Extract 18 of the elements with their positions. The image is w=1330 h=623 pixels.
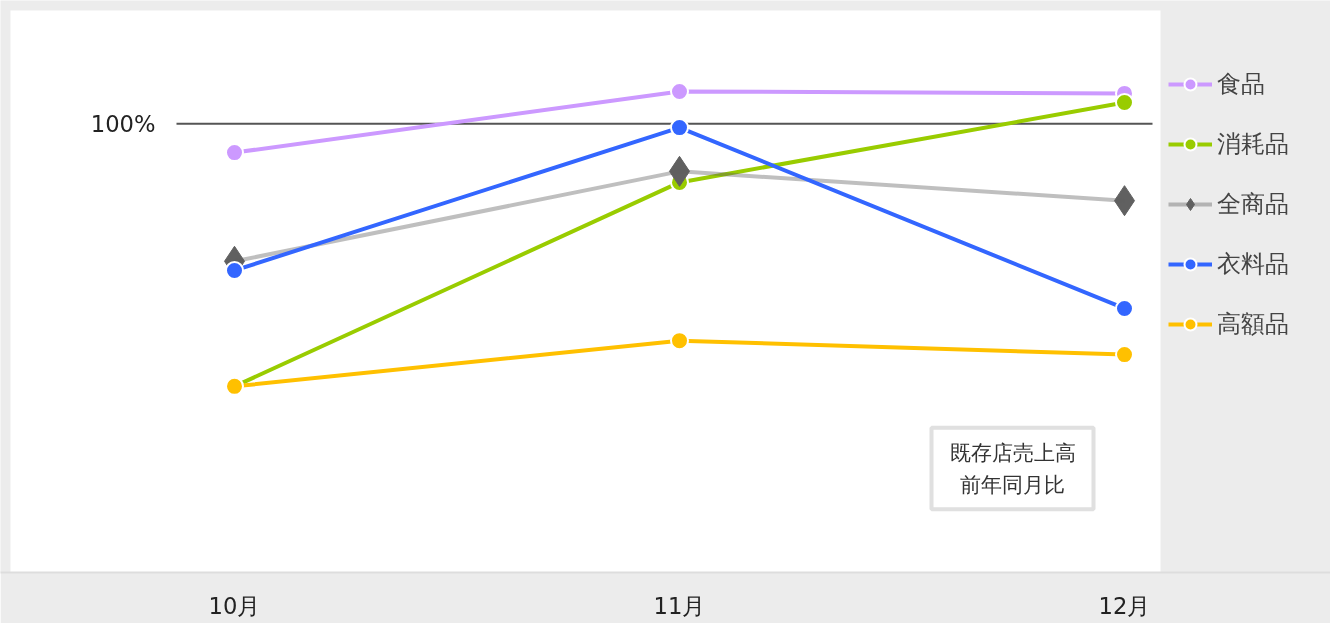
legend-label: 食品 (1217, 69, 1265, 100)
legend-label: 衣料品 (1217, 249, 1289, 280)
point (225, 143, 244, 163)
annotation: 既存店売上高前年同月比 (949, 439, 1076, 498)
point (670, 82, 689, 101)
annotation: 100% (90, 110, 156, 137)
legend-label: 高額品 (1217, 309, 1289, 340)
legend-label: 消耗品 (1217, 129, 1289, 160)
point (670, 331, 689, 351)
x-tick-label: 10月 (208, 592, 261, 619)
legend-label: 全商品 (1217, 189, 1289, 220)
point (1115, 298, 1134, 318)
point (1115, 345, 1134, 365)
point (1115, 93, 1134, 113)
x-tick-label: 12月 (1098, 592, 1151, 619)
point (225, 260, 244, 280)
point (670, 118, 689, 138)
x-tick-label: 11月 (653, 592, 706, 619)
